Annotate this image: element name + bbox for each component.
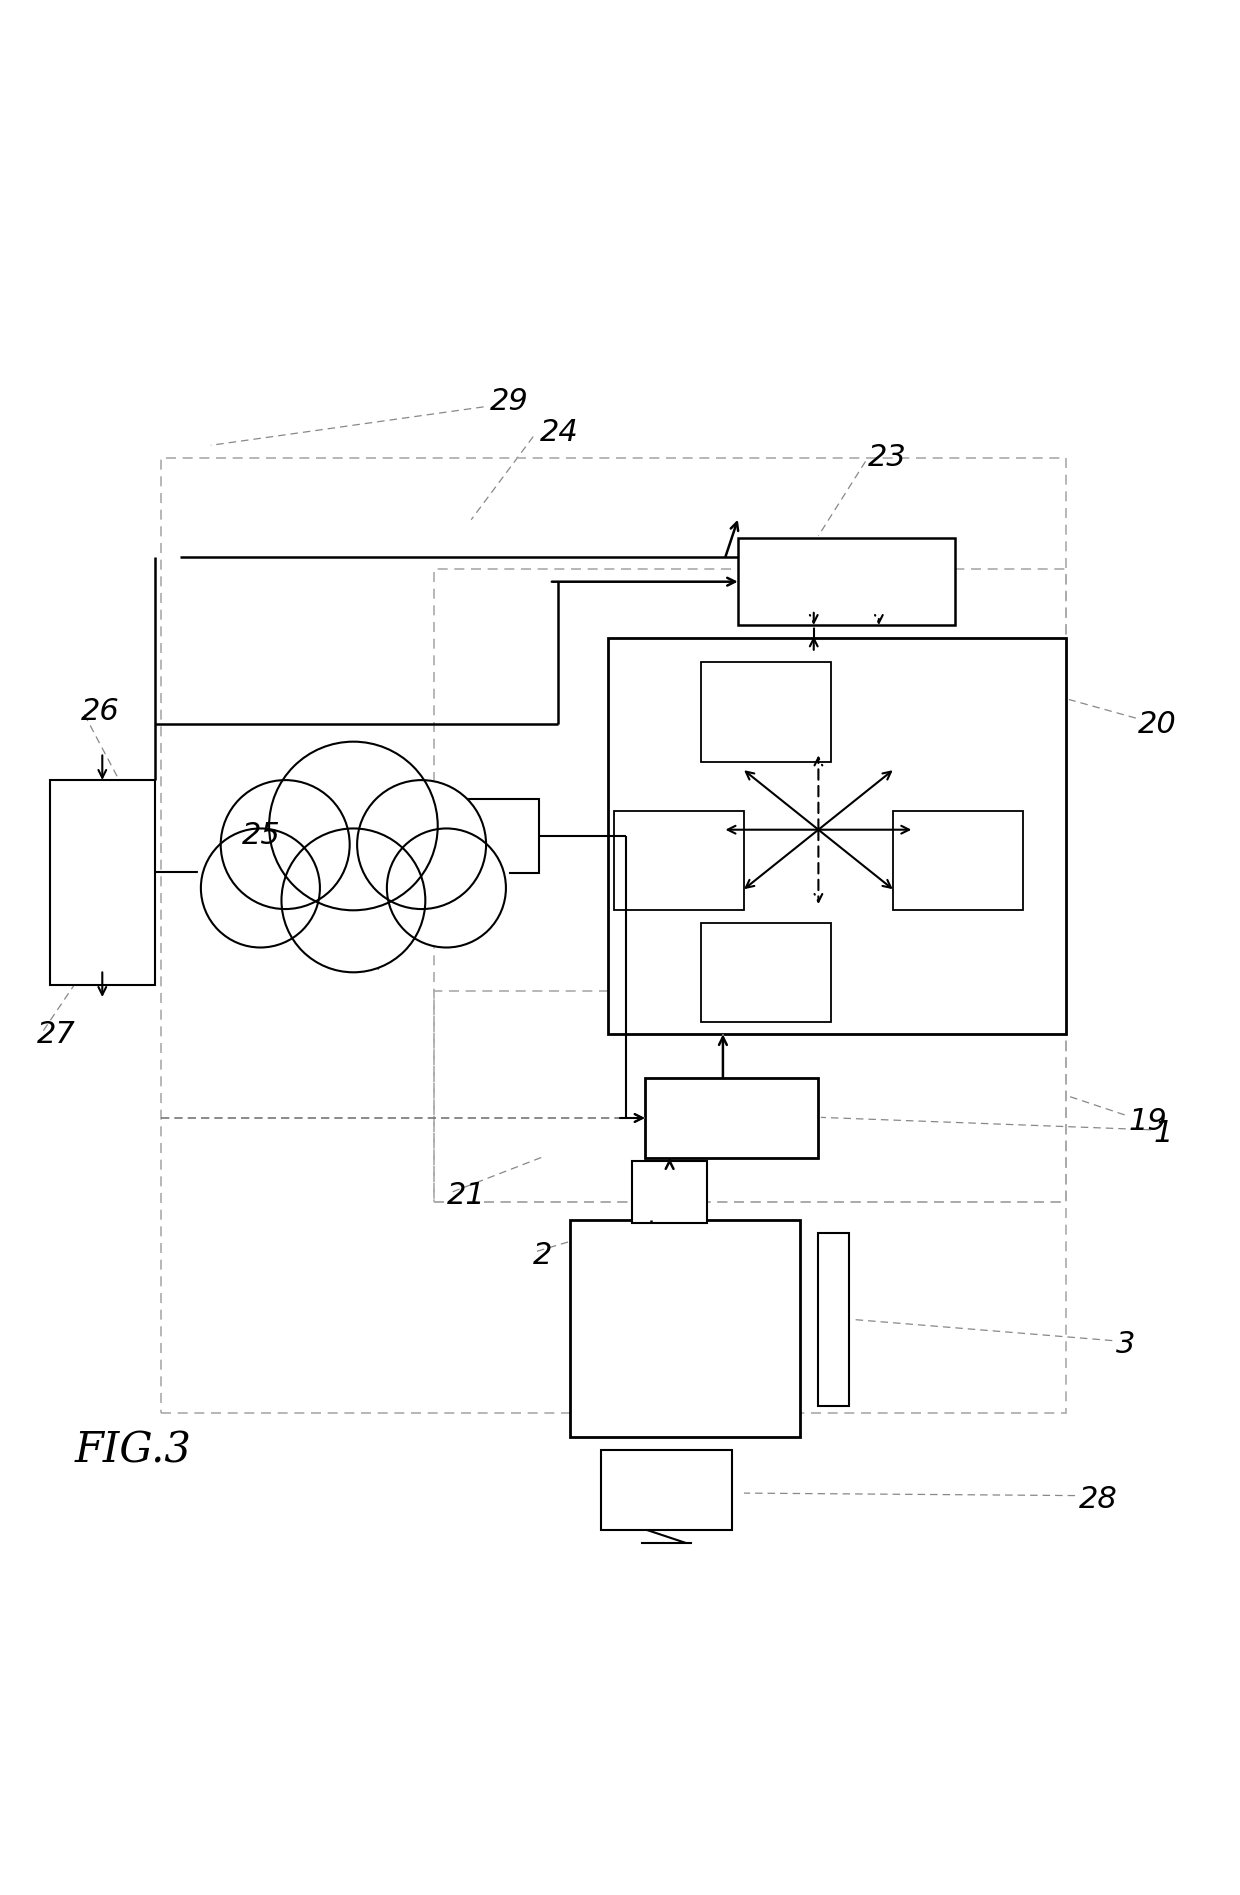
Text: 28: 28 bbox=[1079, 1486, 1117, 1514]
Bar bbox=[818, 1234, 849, 1406]
Bar bbox=[608, 637, 1066, 1035]
Text: 2: 2 bbox=[533, 1241, 553, 1270]
Bar bbox=[601, 1450, 732, 1531]
Text: 25: 25 bbox=[242, 821, 280, 851]
Bar bbox=[738, 538, 955, 625]
Text: 27: 27 bbox=[37, 1020, 76, 1048]
Bar bbox=[161, 459, 1066, 1412]
Circle shape bbox=[201, 828, 320, 948]
Bar bbox=[701, 923, 831, 1021]
Text: 26: 26 bbox=[81, 697, 119, 726]
Circle shape bbox=[221, 781, 350, 910]
Circle shape bbox=[387, 828, 506, 948]
Bar bbox=[434, 568, 1066, 1201]
Bar bbox=[570, 1220, 800, 1436]
Text: FIG.3: FIG.3 bbox=[74, 1429, 191, 1471]
Bar bbox=[614, 811, 744, 910]
Text: 23: 23 bbox=[868, 443, 906, 472]
Bar bbox=[434, 991, 1066, 1201]
Circle shape bbox=[269, 741, 438, 910]
Text: 1: 1 bbox=[1153, 1120, 1173, 1148]
Bar bbox=[893, 811, 1023, 910]
Bar bbox=[701, 661, 831, 762]
Text: 20: 20 bbox=[1138, 711, 1177, 739]
Circle shape bbox=[357, 781, 486, 910]
Text: 21: 21 bbox=[446, 1181, 485, 1211]
Bar bbox=[632, 1162, 707, 1222]
Text: 29: 29 bbox=[490, 387, 528, 417]
Bar bbox=[645, 1078, 818, 1158]
Bar bbox=[50, 781, 155, 985]
Text: 19: 19 bbox=[1128, 1107, 1167, 1135]
Ellipse shape bbox=[198, 796, 508, 957]
Text: 24: 24 bbox=[539, 419, 578, 447]
Bar bbox=[360, 798, 539, 874]
Text: 3: 3 bbox=[1116, 1330, 1136, 1359]
Circle shape bbox=[281, 828, 425, 972]
